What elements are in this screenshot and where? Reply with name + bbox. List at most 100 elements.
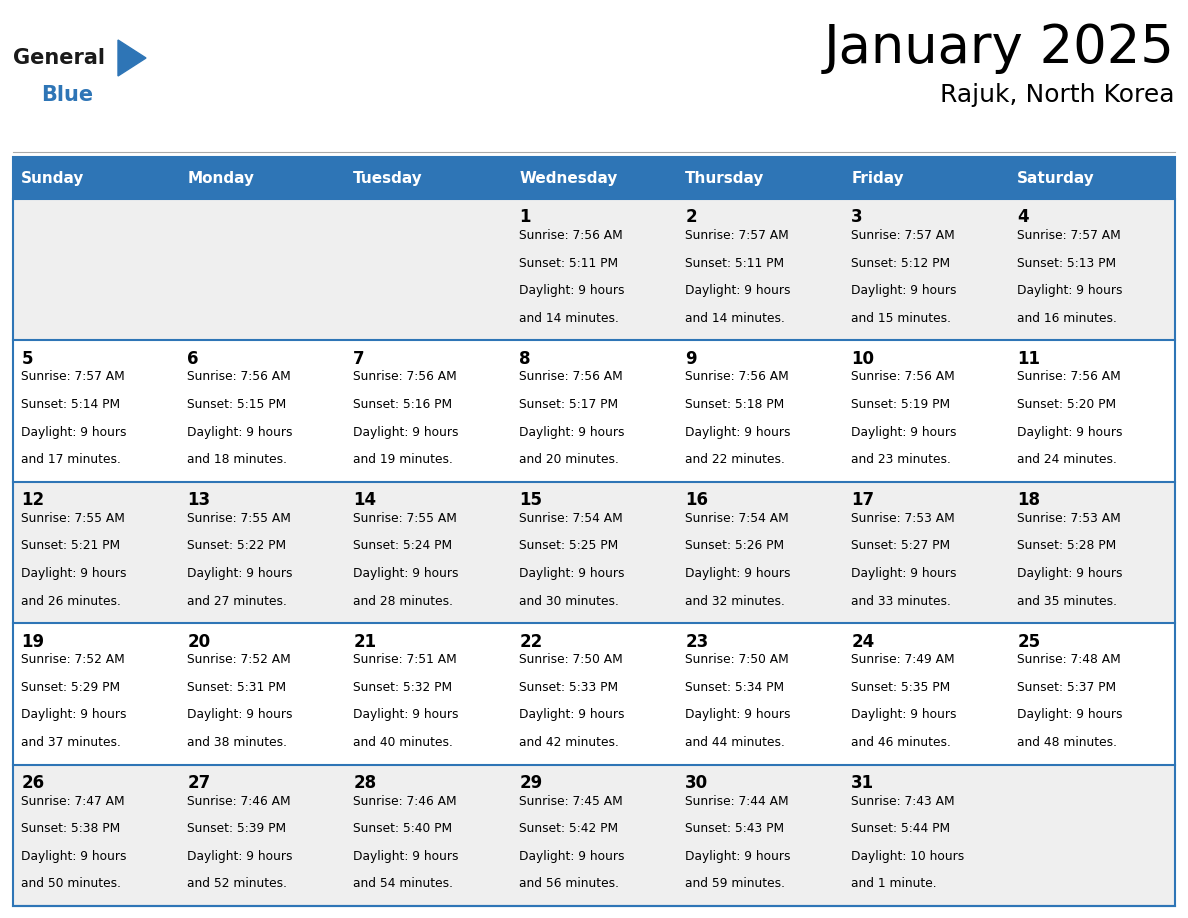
- Text: and 26 minutes.: and 26 minutes.: [21, 595, 121, 608]
- Text: Sunset: 5:26 PM: Sunset: 5:26 PM: [685, 540, 784, 553]
- Bar: [843, 623, 1009, 765]
- Text: Daylight: 9 hours: Daylight: 9 hours: [188, 850, 292, 863]
- Text: Sunset: 5:11 PM: Sunset: 5:11 PM: [685, 256, 784, 270]
- Text: Sunrise: 7:49 AM: Sunrise: 7:49 AM: [852, 654, 955, 666]
- Text: Blue: Blue: [42, 85, 93, 105]
- Bar: [13, 199, 179, 341]
- Text: Sunset: 5:32 PM: Sunset: 5:32 PM: [353, 681, 453, 694]
- Text: Daylight: 10 hours: Daylight: 10 hours: [852, 850, 965, 863]
- Text: Daylight: 9 hours: Daylight: 9 hours: [1017, 709, 1123, 722]
- Text: Sunset: 5:24 PM: Sunset: 5:24 PM: [353, 540, 453, 553]
- Text: Sunrise: 7:56 AM: Sunrise: 7:56 AM: [1017, 370, 1121, 384]
- Text: Sunrise: 7:47 AM: Sunrise: 7:47 AM: [21, 795, 125, 808]
- Bar: [179, 199, 345, 341]
- Text: Sunset: 5:38 PM: Sunset: 5:38 PM: [21, 823, 120, 835]
- Text: Sunrise: 7:53 AM: Sunrise: 7:53 AM: [852, 512, 955, 525]
- Text: and 16 minutes.: and 16 minutes.: [1017, 312, 1117, 325]
- Text: 13: 13: [188, 491, 210, 509]
- Text: Sunrise: 7:57 AM: Sunrise: 7:57 AM: [852, 229, 955, 242]
- Text: and 18 minutes.: and 18 minutes.: [188, 453, 287, 466]
- Bar: [13, 765, 179, 906]
- Bar: [345, 623, 511, 765]
- Text: 18: 18: [1017, 491, 1041, 509]
- Text: 2: 2: [685, 208, 697, 227]
- Text: Sunset: 5:43 PM: Sunset: 5:43 PM: [685, 823, 784, 835]
- Text: and 42 minutes.: and 42 minutes.: [519, 736, 619, 749]
- Text: 15: 15: [519, 491, 542, 509]
- Text: Sunset: 5:44 PM: Sunset: 5:44 PM: [852, 823, 950, 835]
- Bar: [511, 623, 677, 765]
- Text: 17: 17: [852, 491, 874, 509]
- Text: and 33 minutes.: and 33 minutes.: [852, 595, 952, 608]
- Text: Sunrise: 7:56 AM: Sunrise: 7:56 AM: [353, 370, 457, 384]
- Text: 8: 8: [519, 350, 531, 368]
- Text: Sunset: 5:15 PM: Sunset: 5:15 PM: [188, 398, 286, 411]
- Bar: [345, 199, 511, 341]
- Text: and 30 minutes.: and 30 minutes.: [519, 595, 619, 608]
- Text: Daylight: 9 hours: Daylight: 9 hours: [685, 850, 791, 863]
- Text: Daylight: 9 hours: Daylight: 9 hours: [1017, 285, 1123, 297]
- Text: Daylight: 9 hours: Daylight: 9 hours: [519, 709, 625, 722]
- Text: 11: 11: [1017, 350, 1041, 368]
- Text: and 35 minutes.: and 35 minutes.: [1017, 595, 1117, 608]
- Bar: [13, 623, 179, 765]
- Text: 14: 14: [353, 491, 377, 509]
- Text: 22: 22: [519, 633, 543, 651]
- Text: Daylight: 9 hours: Daylight: 9 hours: [852, 567, 956, 580]
- Text: and 22 minutes.: and 22 minutes.: [685, 453, 785, 466]
- Text: Sunset: 5:28 PM: Sunset: 5:28 PM: [1017, 540, 1117, 553]
- Text: Daylight: 9 hours: Daylight: 9 hours: [852, 709, 956, 722]
- Bar: [1009, 765, 1175, 906]
- Text: Sunrise: 7:52 AM: Sunrise: 7:52 AM: [188, 654, 291, 666]
- Text: and 14 minutes.: and 14 minutes.: [685, 312, 785, 325]
- Bar: [511, 341, 677, 482]
- Bar: [179, 623, 345, 765]
- Text: Daylight: 9 hours: Daylight: 9 hours: [519, 567, 625, 580]
- Text: and 40 minutes.: and 40 minutes.: [353, 736, 453, 749]
- Text: and 19 minutes.: and 19 minutes.: [353, 453, 453, 466]
- Text: Sunrise: 7:57 AM: Sunrise: 7:57 AM: [21, 370, 125, 384]
- Text: 30: 30: [685, 774, 708, 792]
- Text: Sunset: 5:11 PM: Sunset: 5:11 PM: [519, 256, 619, 270]
- Bar: [1009, 341, 1175, 482]
- Text: Sunrise: 7:52 AM: Sunrise: 7:52 AM: [21, 654, 125, 666]
- Bar: [179, 765, 345, 906]
- Text: 16: 16: [685, 491, 708, 509]
- Bar: [677, 623, 843, 765]
- Bar: [345, 765, 511, 906]
- Text: Sunrise: 7:50 AM: Sunrise: 7:50 AM: [685, 654, 789, 666]
- Text: Daylight: 9 hours: Daylight: 9 hours: [519, 426, 625, 439]
- Text: Sunrise: 7:51 AM: Sunrise: 7:51 AM: [353, 654, 457, 666]
- Polygon shape: [118, 40, 146, 76]
- Text: Daylight: 9 hours: Daylight: 9 hours: [21, 709, 127, 722]
- Text: Thursday: Thursday: [685, 171, 765, 185]
- Text: Daylight: 9 hours: Daylight: 9 hours: [21, 567, 127, 580]
- Text: Saturday: Saturday: [1017, 171, 1095, 185]
- Text: 12: 12: [21, 491, 44, 509]
- Text: and 17 minutes.: and 17 minutes.: [21, 453, 121, 466]
- Text: 31: 31: [852, 774, 874, 792]
- Text: Daylight: 9 hours: Daylight: 9 hours: [685, 426, 791, 439]
- Bar: [511, 157, 677, 199]
- Text: Sunrise: 7:57 AM: Sunrise: 7:57 AM: [685, 229, 789, 242]
- Text: and 27 minutes.: and 27 minutes.: [188, 595, 287, 608]
- Text: Sunrise: 7:53 AM: Sunrise: 7:53 AM: [1017, 512, 1121, 525]
- Bar: [1009, 157, 1175, 199]
- Text: Daylight: 9 hours: Daylight: 9 hours: [685, 285, 791, 297]
- Bar: [677, 157, 843, 199]
- Text: 7: 7: [353, 350, 365, 368]
- Text: Daylight: 9 hours: Daylight: 9 hours: [353, 426, 459, 439]
- Text: Sunrise: 7:56 AM: Sunrise: 7:56 AM: [685, 370, 789, 384]
- Text: Rajuk, North Korea: Rajuk, North Korea: [941, 83, 1175, 107]
- Bar: [677, 199, 843, 341]
- Bar: [179, 482, 345, 623]
- Text: Daylight: 9 hours: Daylight: 9 hours: [519, 850, 625, 863]
- Text: Sunset: 5:37 PM: Sunset: 5:37 PM: [1017, 681, 1117, 694]
- Text: 27: 27: [188, 774, 210, 792]
- Bar: [13, 157, 179, 199]
- Text: 3: 3: [852, 208, 862, 227]
- Bar: [1009, 623, 1175, 765]
- Text: and 38 minutes.: and 38 minutes.: [188, 736, 287, 749]
- Text: Sunset: 5:21 PM: Sunset: 5:21 PM: [21, 540, 120, 553]
- Text: Sunset: 5:14 PM: Sunset: 5:14 PM: [21, 398, 120, 411]
